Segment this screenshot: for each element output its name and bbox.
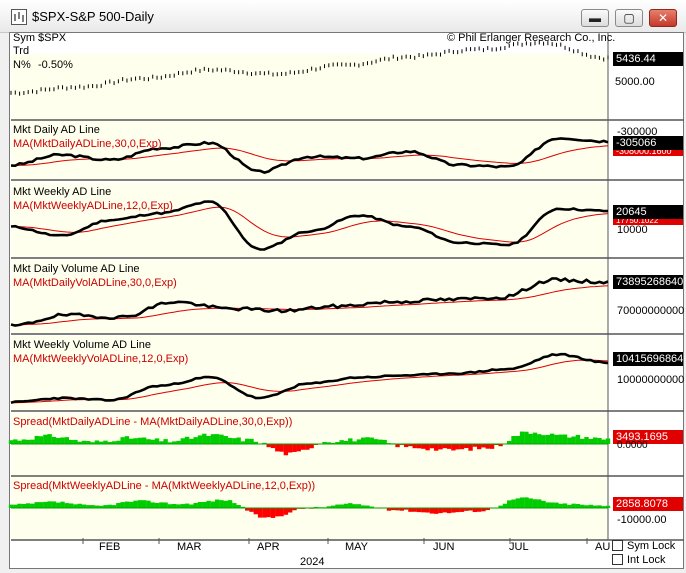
month-label-aug: AU [595,541,611,553]
price-axis-tick: 5000.00 [615,76,655,88]
maximize-button[interactable]: ▢ [615,9,643,27]
title-bar: $SPX-S&P 500-Daily ▬ ▢ ✕ [0,0,686,33]
int-lock-label: Int Lock [627,554,666,566]
ma-label-weekly-ad: MA(MktWeeklyADLine,12,0,Exp) [13,200,173,212]
month-label-may: MAY [345,541,369,553]
weekly-ad-line [10,200,608,251]
weekly-vol-ad-value-label: 10415696864 [613,352,683,366]
weekly-vol-ad-axis-tick: 10000000000 [617,374,685,386]
weekly-ad-value-label: 20645 [613,205,683,219]
spread-daily-label: Spread(MktDailyADLine - MA(MktDailyADLin… [13,416,293,428]
spread-weekly-axis-tick: -10000.00 [617,514,667,526]
window-title: $SPX-S&P 500-Daily [32,9,154,24]
minimize-button[interactable]: ▬ [581,9,609,27]
month-label-jun: JUN [433,541,455,553]
sym-lock-label: Sym Lock [627,540,676,552]
year-label: 2024 [300,556,325,568]
sym-lock-box[interactable] [612,540,623,551]
daily-ad-ma-value: -308000.1600 [613,146,683,156]
month-label-jul: JUL [509,541,529,553]
panel-title-weekly-ad: Mkt Weekly AD Line [13,186,112,198]
daily-vol-ad-line [10,277,609,327]
header-band [11,33,608,54]
panel-title-daily-ad: Mkt Daily AD Line [13,124,100,136]
sym-label: Sym [13,32,35,44]
panel-title-daily-vol-ad: Mkt Daily Volume AD Line [13,263,140,275]
daily-vol-ad-axis-tick: 70000000000 [617,305,685,317]
sym-value: $SPX [38,32,67,44]
spread-daily-value-label: 3493.1695 [613,430,683,444]
month-label-mar: MAR [177,541,202,553]
sym-lock-checkbox[interactable]: Sym Lock [612,540,675,552]
int-lock-checkbox[interactable]: Int Lock [612,554,666,566]
chart-app-icon [11,9,27,25]
spread-weekly-label: Spread(MktWeeklyADLine - MA(MktWeeklyADL… [13,480,316,492]
trd-label: Trd [13,45,30,57]
n-value: -0.50% [38,59,73,71]
price-value-label: 5436.44 [613,52,683,66]
int-lock-box[interactable] [612,554,623,565]
weekly-ad-axis-tick: 10000 [617,224,648,236]
daily-ad-value-label: -305066 [613,136,683,150]
weekly-vol-ad-line [10,352,609,405]
panel-background [11,336,608,411]
spread-weekly-value-label: 2858.8078 [613,497,683,511]
month-label-apr: APR [257,541,280,553]
ma-label-daily-vol-ad: MA(MktDailyVolADLine,30,0,Exp) [13,277,177,289]
close-button[interactable]: ✕ [649,9,677,27]
daily-ad-axis-tick: -300000 [617,126,658,138]
weekly-ad-ma-line [11,206,609,243]
panel-background [11,121,608,180]
ma-label-daily-ad: MA(MktDailyADLine,30,0,Exp) [13,138,162,150]
daily-ad-line [10,137,609,174]
month-label-feb: FEB [99,541,121,553]
weekly-ad-ma-value: 17750.1022 [613,217,683,225]
spread-daily-axis-tick: 0.0000 [617,440,648,451]
daily-vol-ad-value-label: 73895268640 [613,275,683,289]
panel-title-weekly-vol-ad: Mkt Weekly Volume AD Line [13,339,151,351]
n-label: N% [13,59,31,71]
ma-label-weekly-vol-ad: MA(MktWeeklyVolADLine,12,0,Exp) [13,353,189,365]
copyright-text: © Phil Erlanger Research Co., Inc. [447,32,616,44]
